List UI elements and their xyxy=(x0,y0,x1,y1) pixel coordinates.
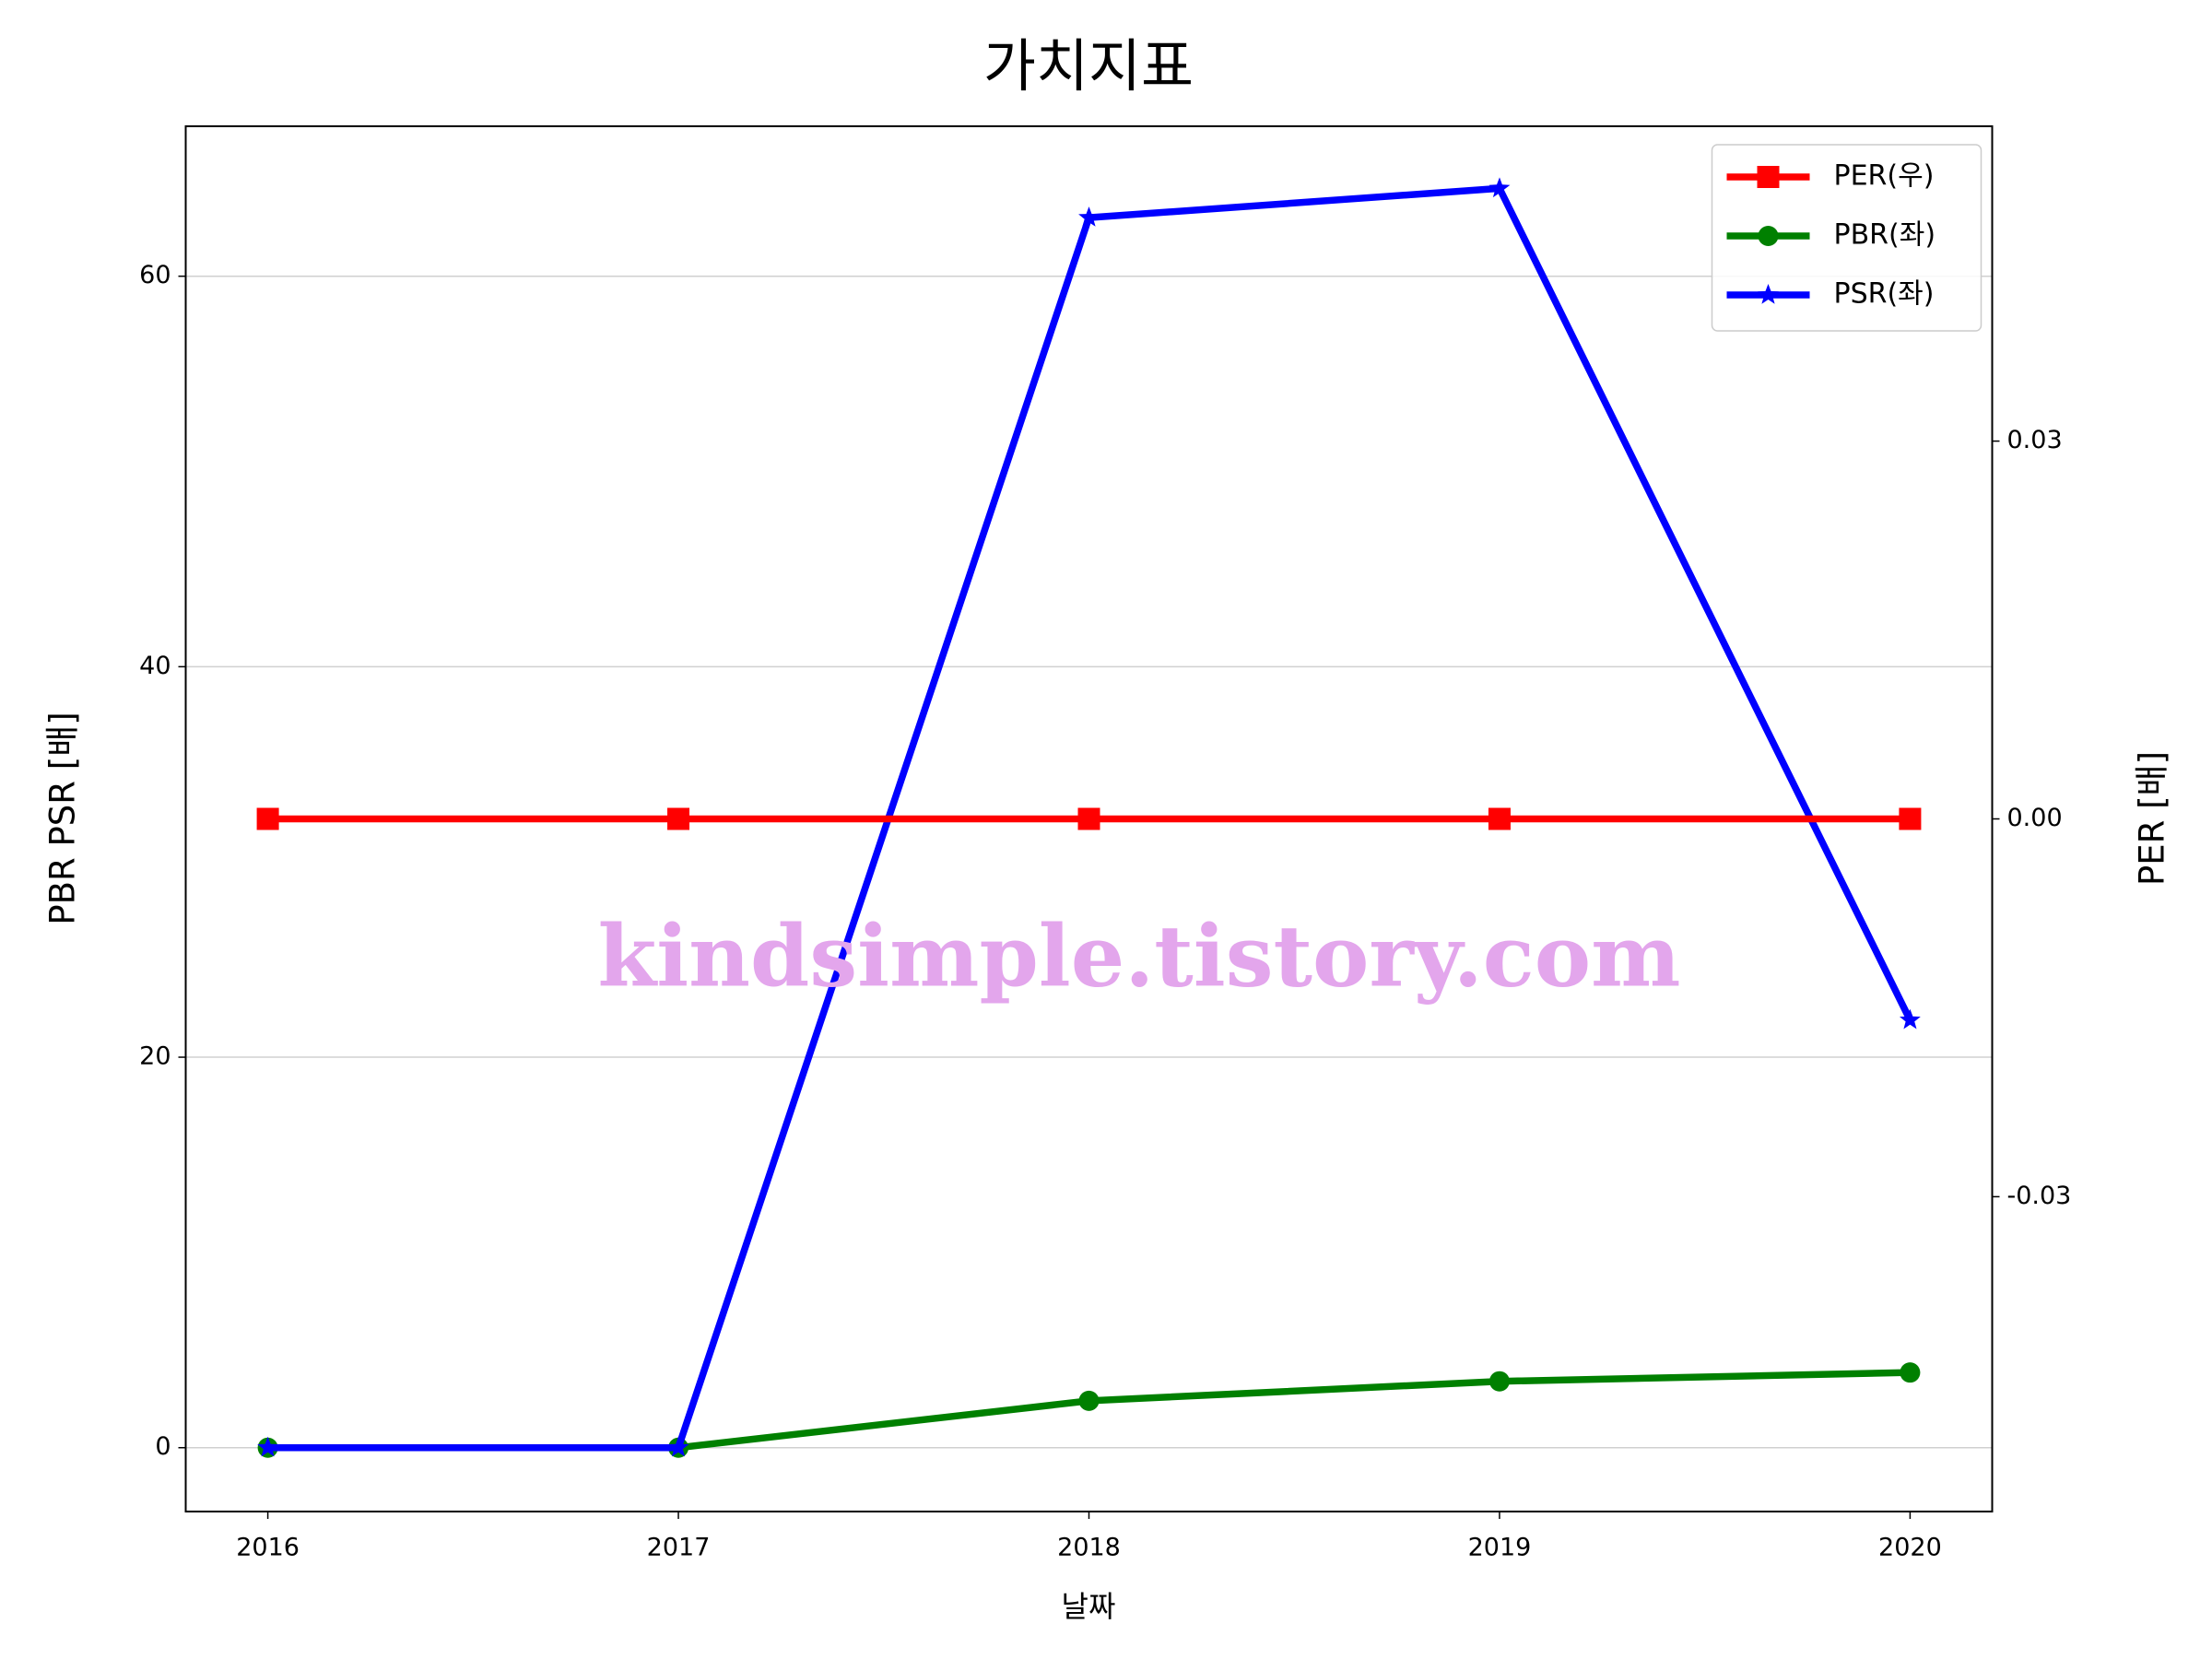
legend-label: PSR(좌) xyxy=(1834,278,1935,311)
y2-tick-label: -0.03 xyxy=(2007,1182,2072,1210)
y2-tick-label: 0.03 xyxy=(2007,426,2063,454)
marker xyxy=(1899,807,1922,830)
x-tick-label: 2020 xyxy=(1878,1534,1942,1562)
x-tick-label: 2016 xyxy=(236,1534,300,1562)
marker xyxy=(1900,1008,1921,1030)
legend-marker xyxy=(1758,284,1779,304)
marker xyxy=(1488,1371,1510,1392)
plot-frame xyxy=(184,125,1994,1512)
marker xyxy=(1488,807,1511,830)
y-tick-label: 20 xyxy=(139,1042,171,1071)
x-axis-label: 날짜 xyxy=(1062,1589,1116,1624)
y-axis-label: PBR PSR [배] xyxy=(43,712,83,924)
y2-axis-label: PER [배] xyxy=(2133,751,2172,886)
marker xyxy=(667,807,690,830)
marker xyxy=(257,1436,278,1457)
x-tick-label: 2018 xyxy=(1057,1534,1121,1562)
legend-marker xyxy=(1757,166,1780,188)
marker xyxy=(1488,177,1511,198)
x-tick-label: 2017 xyxy=(647,1534,711,1562)
marker xyxy=(1078,1390,1100,1411)
marker xyxy=(1078,206,1100,227)
y-tick-label: 60 xyxy=(139,261,171,289)
chart-title: 가치지표 xyxy=(983,32,1194,100)
x-tick-label: 2019 xyxy=(1468,1534,1532,1562)
marker xyxy=(256,807,279,830)
marker xyxy=(1900,1362,1921,1383)
legend-box xyxy=(1711,144,1983,332)
legend-label: PER(우) xyxy=(1834,160,1935,193)
y2-tick-label: 0.00 xyxy=(2007,804,2063,832)
y-tick-label: 40 xyxy=(139,652,171,680)
marker xyxy=(667,1436,689,1457)
watermark: kindsimple.tistory.com xyxy=(597,907,1680,1006)
marker xyxy=(1077,807,1100,830)
legend-label: PBR(좌) xyxy=(1834,219,1936,252)
legend-marker xyxy=(1758,226,1779,246)
y-tick-label: 0 xyxy=(155,1432,171,1461)
